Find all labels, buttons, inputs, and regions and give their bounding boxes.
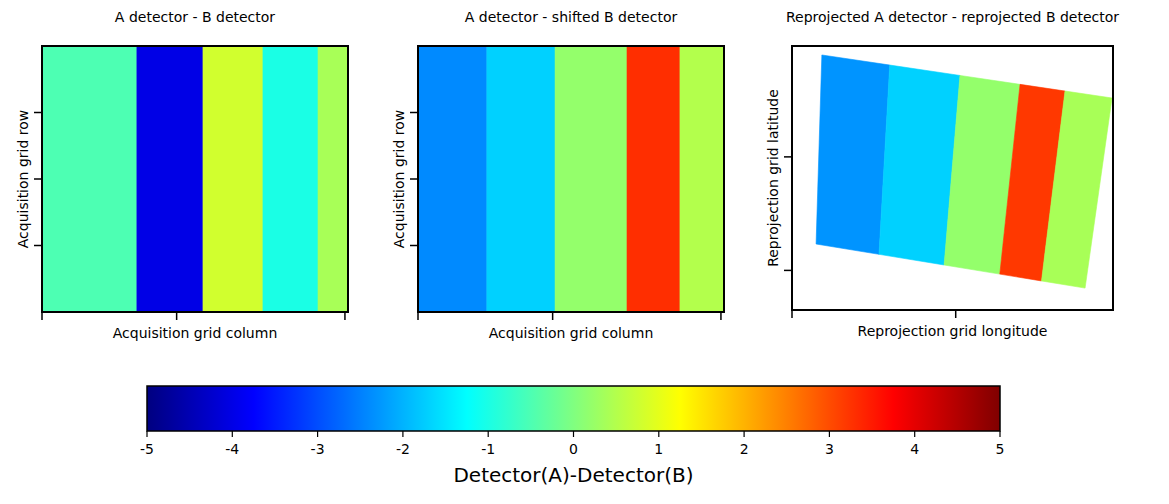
colorbar-tick-label: 1 bbox=[654, 441, 663, 457]
panel-title: A detector - shifted B detector bbox=[465, 9, 678, 25]
colorbar-tick-label: -5 bbox=[140, 441, 154, 457]
colorbar-tick-label: 5 bbox=[996, 441, 1005, 457]
panel: Reprojected A detector - reprojected B d… bbox=[765, 9, 1119, 339]
x-tick bbox=[176, 312, 178, 320]
stripe bbox=[418, 46, 487, 312]
stripe bbox=[203, 46, 263, 312]
y-tick bbox=[410, 245, 418, 247]
stripe bbox=[487, 46, 555, 312]
footprint bbox=[816, 55, 1112, 288]
colorbar-scale bbox=[147, 386, 1000, 431]
y-axis-label: Acquisition grid row bbox=[15, 110, 31, 248]
colorbar-tick-label: 4 bbox=[910, 441, 919, 457]
colorbar-tick bbox=[146, 431, 147, 437]
stripe bbox=[555, 46, 627, 312]
x-tick bbox=[552, 312, 554, 320]
colorbar-tick bbox=[573, 431, 574, 437]
colorbar-tick-label: -4 bbox=[225, 441, 239, 457]
x-tick bbox=[344, 312, 346, 320]
stripe bbox=[42, 46, 137, 312]
x-axis-label: Reprojection grid longitude bbox=[858, 323, 1048, 339]
y-tick bbox=[784, 156, 792, 158]
colorbar-tick bbox=[658, 431, 659, 437]
colorbar-tick bbox=[914, 431, 915, 437]
stripe bbox=[816, 55, 890, 254]
data-area bbox=[418, 46, 724, 312]
panel-title: Reprojected A detector - reprojected B d… bbox=[786, 9, 1119, 25]
stripe bbox=[680, 46, 724, 312]
y-tick bbox=[410, 112, 418, 114]
x-tick bbox=[720, 312, 722, 320]
colorbar-tick bbox=[402, 431, 403, 437]
colorbar-tick-label: 2 bbox=[740, 441, 749, 457]
data-area bbox=[816, 55, 1112, 288]
colorbar-tick-label: 0 bbox=[569, 441, 578, 457]
colorbar-tick bbox=[488, 431, 489, 437]
panel-title: A detector - B detector bbox=[115, 9, 275, 25]
stripe bbox=[263, 46, 318, 312]
x-axis-label: Acquisition grid column bbox=[489, 325, 654, 341]
colorbar-tick-label: -3 bbox=[311, 441, 325, 457]
data-area bbox=[42, 46, 348, 312]
colorbar-tick-label: -1 bbox=[481, 441, 495, 457]
x-tick bbox=[41, 312, 43, 320]
frame bbox=[42, 46, 348, 312]
colorbar: -5 -4 -3 -2 -1 0 1 2 3 4 5 Detector(A)-Detector(B) bbox=[140, 386, 1004, 487]
y-tick bbox=[34, 245, 42, 247]
colorbar-tick bbox=[999, 431, 1000, 437]
y-tick bbox=[34, 112, 42, 114]
x-tick bbox=[417, 312, 419, 320]
colorbar-tick bbox=[317, 431, 318, 437]
stripe bbox=[1042, 91, 1113, 288]
y-tick bbox=[410, 178, 418, 180]
panel: A detector - B detector Acquisition grid … bbox=[15, 9, 348, 341]
stripe bbox=[137, 46, 203, 312]
y-axis-label: Acquisition grid row bbox=[391, 110, 407, 248]
colorbar-tick bbox=[743, 431, 744, 437]
panel: A detector - shifted B detector Acquisiti… bbox=[391, 9, 724, 341]
colorbar-tick-label: 3 bbox=[825, 441, 834, 457]
x-tick bbox=[955, 310, 957, 318]
x-tick bbox=[791, 310, 793, 318]
colorbar-label: Detector(A)-Detector(B) bbox=[453, 463, 693, 487]
stripe bbox=[627, 46, 680, 312]
y-tick bbox=[34, 178, 42, 180]
x-axis-label: Acquisition grid column bbox=[113, 325, 278, 341]
y-tick bbox=[784, 270, 792, 272]
frame bbox=[418, 46, 724, 312]
colorbar-tick bbox=[232, 431, 233, 437]
figure: A detector - B detector Acquisition grid … bbox=[0, 0, 1169, 504]
colorbar-tick-label: -2 bbox=[396, 441, 410, 457]
y-axis-label: Reprojection grid latitude bbox=[765, 89, 781, 267]
colorbar-tick bbox=[829, 431, 830, 437]
stripe bbox=[318, 46, 348, 312]
frame bbox=[792, 46, 1113, 310]
